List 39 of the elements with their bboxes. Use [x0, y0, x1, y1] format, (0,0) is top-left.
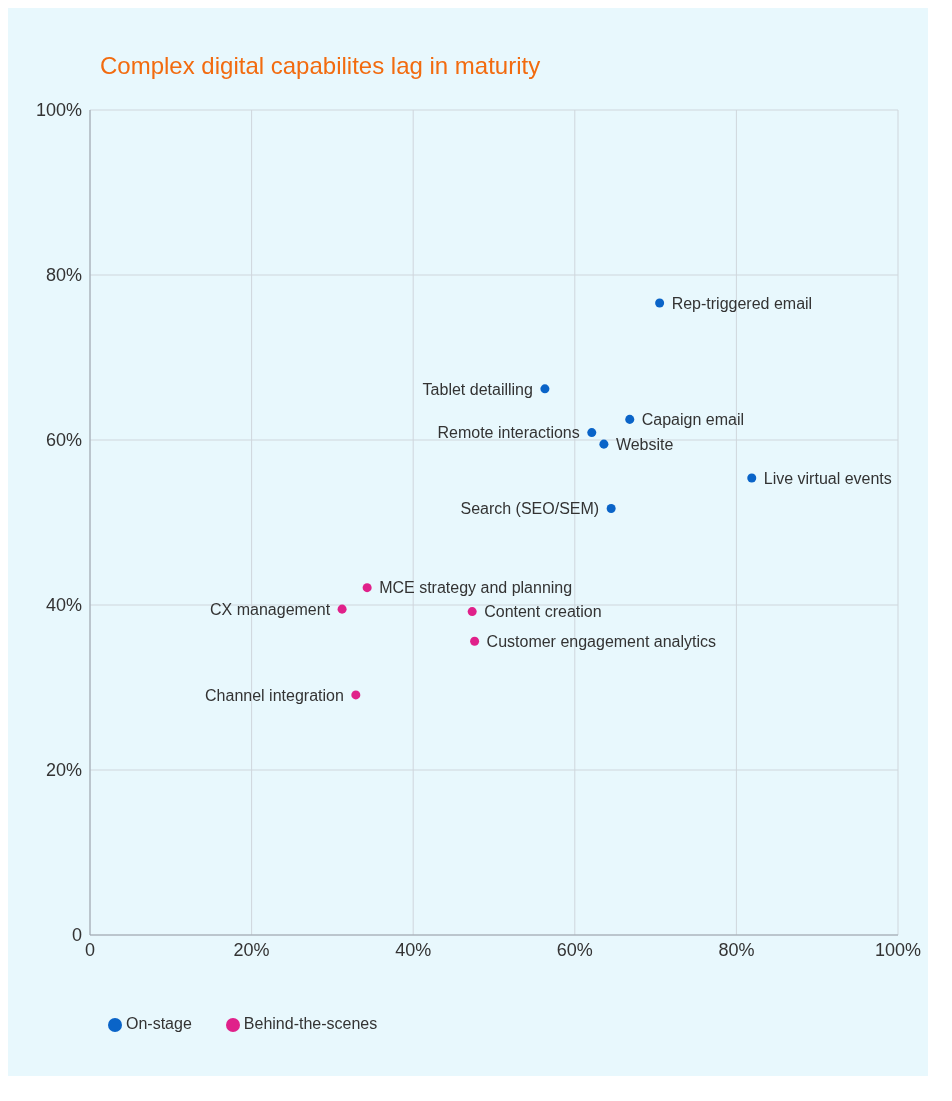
annotation: Search (SEO/SEM)	[460, 500, 600, 518]
point	[337, 604, 347, 614]
annotation: MCE strategy and planning	[379, 579, 573, 597]
x-tick-label: 40%	[395, 939, 432, 960]
point	[351, 690, 361, 700]
legend-label: On-stage	[126, 1015, 192, 1032]
chart-title: Complex digital capabilites lag in maturity	[100, 52, 541, 80]
annotation: Tablet detailling	[422, 380, 533, 398]
point	[599, 439, 609, 449]
x-tick-label: 60%	[556, 939, 593, 960]
point	[587, 428, 597, 438]
annotation: Live virtual events	[763, 469, 892, 487]
point	[655, 298, 665, 308]
x-tick-label: 100%	[874, 939, 922, 960]
y-tick-label: 60%	[45, 430, 82, 451]
point	[540, 384, 550, 394]
x-tick-label: 0	[84, 939, 96, 960]
annotation: Capaign email	[641, 411, 745, 429]
annotation: Remote interactions	[437, 424, 580, 442]
annotation: Channel integration	[205, 686, 344, 704]
point	[362, 583, 372, 593]
point	[747, 473, 757, 483]
x-tick-label: 80%	[718, 939, 755, 960]
y-tick-label: 100%	[35, 100, 82, 121]
x-tick-label: 20%	[233, 939, 270, 960]
y-tick-label: 40%	[45, 595, 82, 616]
annotation: CX management	[210, 600, 331, 618]
point	[470, 636, 480, 646]
annotation: Customer engagement analytics	[486, 632, 717, 650]
legend-label: Behind-the-scenes	[243, 1015, 378, 1032]
y-tick-label: 0	[71, 925, 82, 946]
point	[625, 414, 635, 424]
annotation: Rep-triggered email	[671, 294, 813, 312]
annotation: Website	[615, 435, 674, 453]
y-tick-label: 20%	[45, 760, 82, 781]
point	[606, 503, 616, 513]
annotation: Content creation	[484, 603, 602, 621]
y-tick-label: 80%	[45, 265, 82, 286]
point	[467, 607, 477, 617]
